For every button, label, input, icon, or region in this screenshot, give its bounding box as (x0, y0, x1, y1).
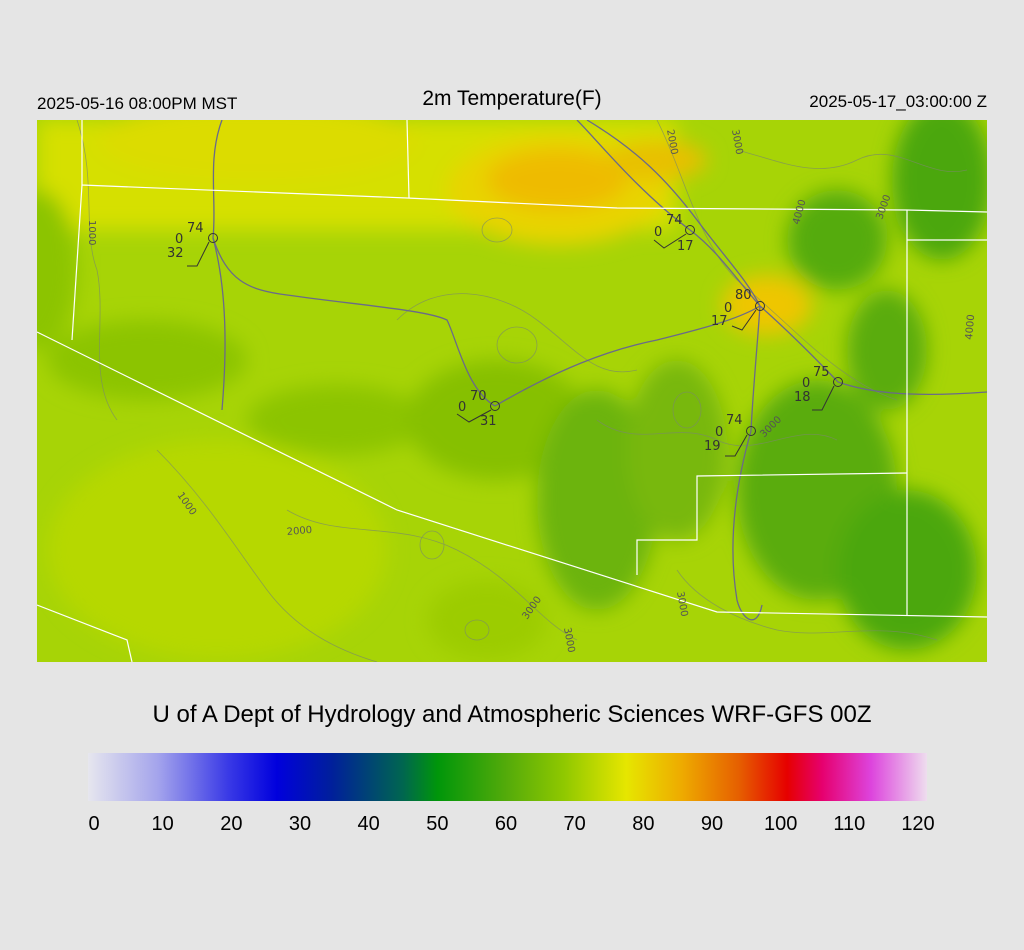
station-plot-1: 74 0 17 (653, 213, 695, 254)
colorbar-tick-label: 60 (494, 813, 518, 835)
station-dewpoint: 19 (704, 439, 721, 454)
station-dewpoint: 17 (677, 239, 694, 254)
temperature-map: 1000 2000 3000 4000 1000 2000 3000 3000 … (37, 120, 987, 662)
station-temp: 80 (735, 288, 752, 303)
colorbar-tick-label: 0 (88, 813, 100, 835)
contour-label: 2000 (286, 525, 312, 538)
colorbar-tick-label: 90 (700, 813, 724, 835)
station-temp: 74 (187, 221, 204, 236)
station-wind: 0 (724, 301, 732, 316)
map-title: 2m Temperature(F) (422, 87, 602, 110)
station-plot-3: 75 0 18 (794, 365, 843, 411)
colorbar-tick-label: 110 (833, 813, 866, 835)
station-dewpoint: 32 (167, 246, 184, 261)
station-dewpoint: 31 (480, 414, 497, 429)
contour-label: 1000 (86, 220, 97, 245)
station-plot-2: 80 0 17 (711, 288, 765, 331)
utc-time-label: 2025-05-17_03:00:00 Z (809, 92, 987, 111)
station-wind: 0 (715, 425, 723, 440)
state-county-boundaries (37, 120, 987, 662)
temperature-field (37, 120, 987, 660)
contour-label: 4000 (964, 314, 977, 340)
temperature-colorbar (88, 753, 927, 801)
station-wind: 0 (654, 225, 662, 240)
colorbar-tick-label: 20 (220, 813, 243, 835)
station-temp: 74 (666, 213, 683, 228)
colorbar-tick-label: 40 (357, 813, 380, 835)
colorbar-tick-label: 80 (632, 813, 655, 835)
colorbar-tick-label: 100 (763, 813, 798, 835)
station-plot-0: 74 0 32 (167, 221, 218, 267)
contour-label: 3000 (561, 627, 576, 654)
station-temp: 75 (813, 365, 830, 380)
colorbar-tick-label: 50 (426, 813, 449, 835)
station-plot-4: 70 0 31 (456, 389, 500, 429)
elevation-contours (76, 120, 968, 662)
station-wind: 0 (458, 400, 466, 415)
roads (212, 120, 987, 621)
contour-label: 3000 (674, 591, 689, 618)
colorbar-tick-label: 70 (563, 813, 586, 835)
colorbar-tick-label: 30 (288, 813, 312, 835)
station-wind: 0 (175, 232, 183, 247)
station-temp: 74 (726, 413, 743, 428)
station-plot-5: 74 0 19 (704, 413, 756, 457)
contour-label: 2000 (664, 129, 679, 156)
contour-label: 3000 (729, 129, 744, 156)
colorbar-tick-label: 10 (151, 813, 174, 835)
station-dewpoint: 17 (711, 314, 728, 329)
local-time-label: 2025-05-16 08:00PM MST (37, 94, 238, 113)
credit-line: U of A Dept of Hydrology and Atmospheric… (152, 701, 872, 728)
station-temp: 70 (470, 389, 487, 404)
station-dewpoint: 18 (794, 390, 811, 405)
station-wind: 0 (802, 376, 810, 391)
colorbar-tick-label: 120 (901, 813, 935, 835)
